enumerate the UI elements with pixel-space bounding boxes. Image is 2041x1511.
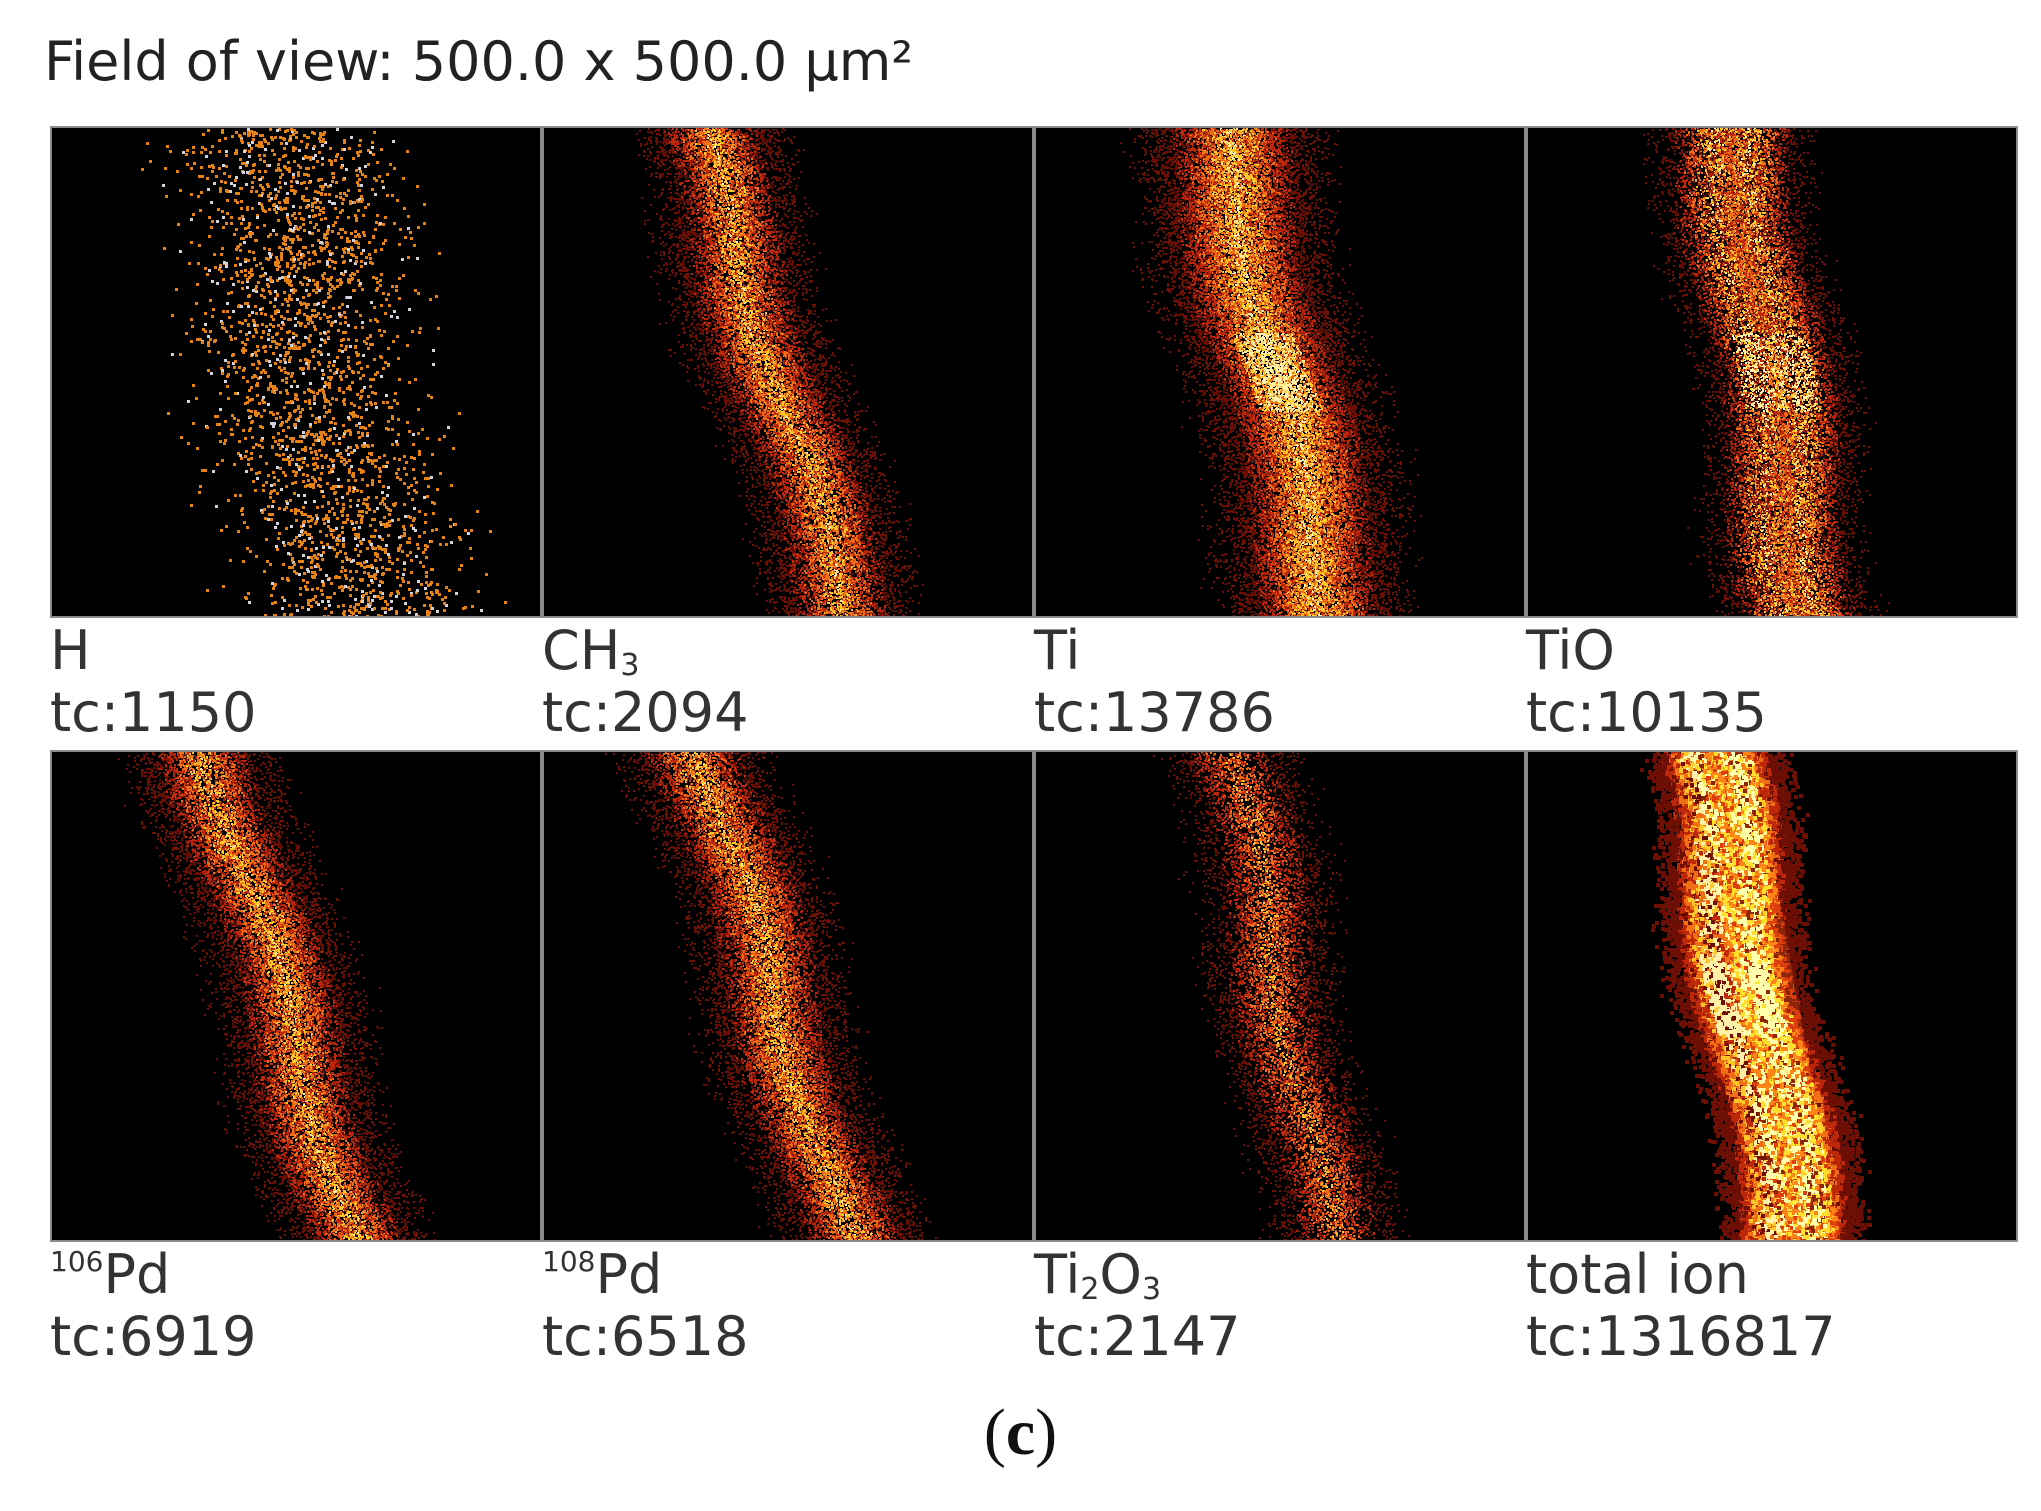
field-of-view-caption: Field of view: 500.0 x 500.0 µm² (44, 30, 914, 93)
ion-map-image (1036, 128, 1524, 616)
total-counts: tc:2147 (1034, 1305, 1241, 1368)
total-counts: tc:6919 (50, 1305, 257, 1368)
ion-map-tile (1034, 126, 1526, 618)
ion-label: total ion tc:1316817 (1526, 1244, 1836, 1368)
total-counts: tc:13786 (1034, 681, 1275, 744)
panel-label: (c) (983, 1396, 1058, 1469)
ion-map-image (544, 752, 1032, 1240)
ion-map-tile (50, 750, 542, 1242)
ion-map-tile (542, 750, 1034, 1242)
ion-label: H tc:1150 (50, 620, 256, 744)
total-counts: tc:1316817 (1526, 1305, 1836, 1368)
total-counts: tc:2094 (542, 681, 749, 744)
ion-map-tile (1526, 750, 2018, 1242)
ion-name: Ti (1034, 619, 1081, 682)
ion-label: Ti2O3 tc:2147 (1034, 1244, 1240, 1368)
ion-map-image (1528, 752, 2016, 1240)
ion-map-image (1036, 752, 1524, 1240)
ion-map-tile (1034, 750, 1526, 1242)
total-counts: tc:6518 (542, 1305, 749, 1368)
ion-map-image (1528, 128, 2016, 616)
ion-name: total ion (1526, 1243, 1749, 1306)
ion-name: TiO (1526, 619, 1615, 682)
ion-label: Ti tc:13786 (1034, 620, 1275, 744)
ion-label: CH3 tc:2094 (542, 620, 748, 744)
ion-name: 106Pd (50, 1243, 171, 1306)
ion-name: CH3 (542, 619, 640, 683)
ion-map-tile (1526, 126, 2018, 618)
ion-map-image (52, 752, 540, 1240)
ion-label: 106Pd tc:6919 (50, 1244, 256, 1368)
ion-map-image (52, 128, 540, 616)
ion-name: Ti2O3 (1034, 1243, 1162, 1307)
ion-label: 108Pd tc:6518 (542, 1244, 748, 1368)
ion-map-image (544, 128, 1032, 616)
total-counts: tc:1150 (50, 681, 257, 744)
ion-map-tile (50, 126, 542, 618)
ion-name: H (50, 619, 91, 682)
total-counts: tc:10135 (1526, 681, 1767, 744)
ion-map-tile (542, 126, 1034, 618)
ion-name: 108Pd (542, 1243, 663, 1306)
ion-label: TiO tc:10135 (1526, 620, 1767, 744)
